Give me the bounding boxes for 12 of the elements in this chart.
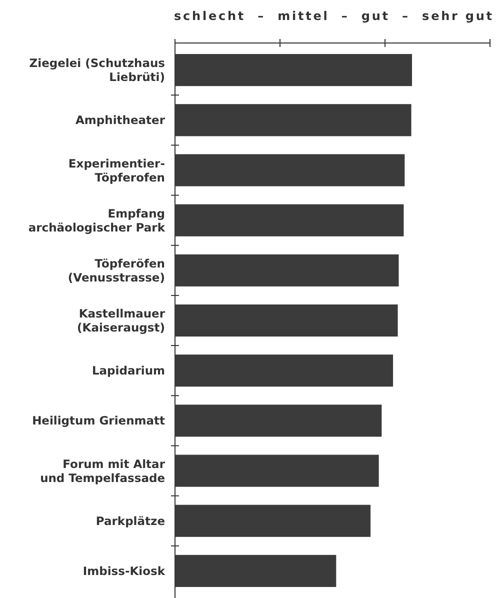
y-tick-label: Heiligtum Grienmatt [32, 414, 166, 428]
y-tick-label: Experimentier- Töpferofen [68, 156, 166, 184]
y-tick-label: Kastellmauer (Kaiseraugst) [77, 306, 166, 335]
y-tick-label: Amphitheater [76, 113, 166, 128]
y-tick-label: Imbiss-Kiosk [82, 564, 166, 578]
y-tick-label: Empfang archäologischer Park [28, 206, 166, 234]
y-tick-label: Lapidarium [92, 364, 166, 378]
y-tick-label: Töpferöfen (Venusstrasse) [68, 256, 165, 284]
y-tick-label: Forum mit Altar und Tempelfassade [40, 456, 166, 485]
y-tick-label: Parkplätze [96, 514, 166, 528]
y-tick-label: Ziegelei (Schutzhaus Liebrüti) [29, 56, 166, 84]
text: schlecht – mittel – gut – sehr gut [174, 9, 492, 23]
